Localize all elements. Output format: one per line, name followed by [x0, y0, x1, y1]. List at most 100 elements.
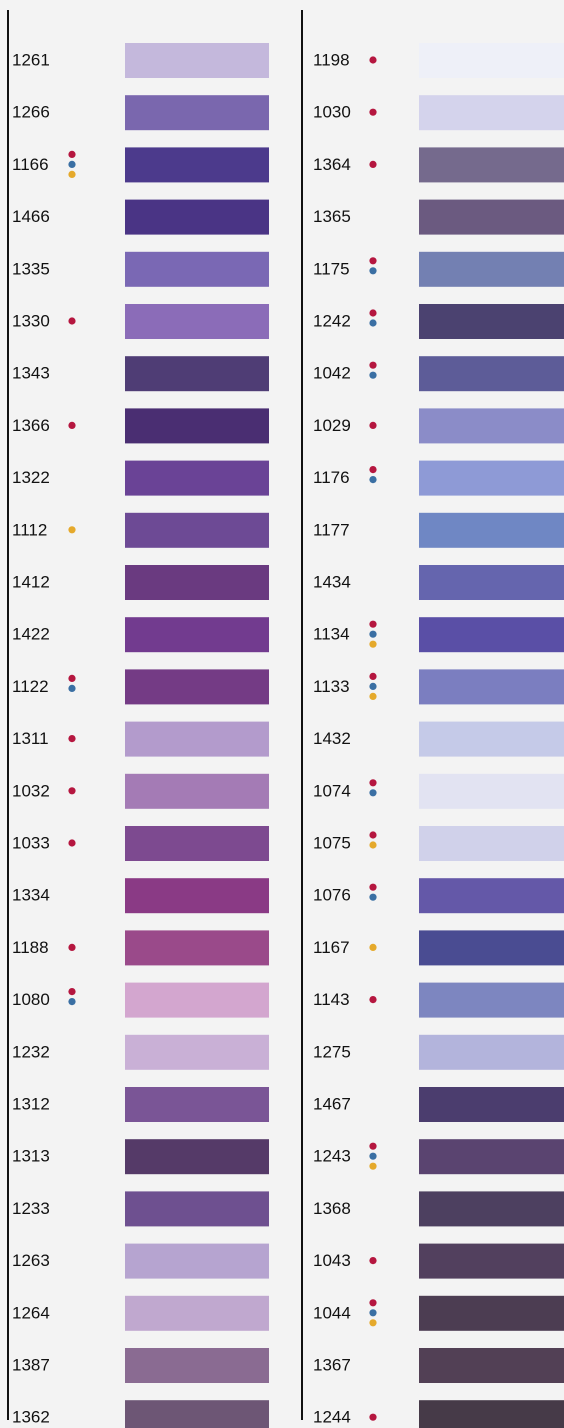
color-code: 1044	[313, 1303, 351, 1322]
availability-dot	[369, 1319, 376, 1326]
color-code: 1368	[313, 1199, 351, 1218]
thread-swatch	[125, 1035, 269, 1070]
color-code: 1264	[12, 1303, 50, 1322]
availability-dot	[68, 317, 75, 324]
availability-dot	[369, 631, 376, 638]
color-code: 1343	[12, 364, 50, 383]
color-code: 1244	[313, 1408, 351, 1427]
color-code: 1322	[12, 468, 50, 487]
color-code: 1030	[313, 103, 351, 122]
color-code: 1422	[12, 625, 50, 644]
availability-dot	[369, 1299, 376, 1306]
color-code: 1232	[12, 1042, 50, 1061]
thread-swatch	[419, 774, 564, 809]
thread-swatch	[419, 252, 564, 287]
availability-dot	[369, 476, 376, 483]
color-code: 1466	[12, 207, 50, 226]
color-code: 1266	[12, 103, 50, 122]
availability-dot	[68, 422, 75, 429]
color-code: 1033	[12, 833, 50, 852]
color-code: 1432	[313, 729, 351, 748]
thread-swatch	[125, 356, 269, 391]
thread-swatch	[125, 930, 269, 965]
thread-swatch	[125, 408, 269, 443]
color-code: 1080	[12, 990, 50, 1009]
color-code: 1334	[12, 886, 50, 905]
color-chart: 1261126611661466133513301343136613221112…	[0, 0, 564, 1428]
thread-swatch	[125, 617, 269, 652]
color-code: 1261	[12, 50, 50, 69]
thread-swatch	[125, 983, 269, 1018]
color-code: 1198	[313, 50, 350, 69]
availability-dot	[369, 1143, 376, 1150]
color-code: 1312	[12, 1094, 50, 1113]
thread-swatch	[125, 774, 269, 809]
thread-swatch	[419, 565, 564, 600]
availability-dot	[369, 267, 376, 274]
color-code: 1166	[12, 155, 49, 174]
thread-swatch	[419, 669, 564, 704]
color-code: 1122	[12, 677, 49, 696]
color-code: 1275	[313, 1042, 351, 1061]
availability-dot	[68, 171, 75, 178]
thread-swatch	[125, 1139, 269, 1174]
color-code: 1188	[12, 938, 49, 957]
availability-dot	[369, 884, 376, 891]
availability-dot	[369, 641, 376, 648]
thread-swatch	[419, 200, 564, 235]
thread-swatch	[419, 408, 564, 443]
color-code: 1233	[12, 1199, 50, 1218]
thread-swatch	[419, 1296, 564, 1331]
color-code: 1243	[313, 1147, 351, 1166]
thread-swatch	[419, 878, 564, 913]
color-code: 1311	[12, 729, 49, 748]
color-code: 1467	[313, 1094, 351, 1113]
thread-swatch	[419, 147, 564, 182]
color-code: 1042	[313, 364, 351, 383]
thread-swatch	[419, 983, 564, 1018]
thread-swatch	[419, 930, 564, 965]
thread-swatch	[419, 1400, 564, 1428]
availability-dot	[369, 161, 376, 168]
availability-dot	[68, 839, 75, 846]
thread-swatch	[419, 826, 564, 861]
color-code: 1175	[313, 259, 350, 278]
thread-swatch	[125, 461, 269, 496]
availability-dot	[369, 1163, 376, 1170]
color-code: 1134	[313, 625, 350, 644]
color-code: 1074	[313, 781, 351, 800]
color-code: 1330	[12, 311, 50, 330]
color-code: 1176	[313, 468, 350, 487]
color-code: 1362	[12, 1408, 50, 1427]
color-code: 1263	[12, 1251, 50, 1270]
availability-dot	[369, 1414, 376, 1421]
color-code: 1365	[313, 207, 351, 226]
thread-swatch	[419, 1035, 564, 1070]
availability-dot	[369, 466, 376, 473]
availability-dot	[68, 526, 75, 533]
availability-dot	[68, 151, 75, 158]
availability-dot	[68, 735, 75, 742]
thread-swatch	[125, 1244, 269, 1279]
color-code: 1177	[313, 520, 350, 539]
color-code: 1335	[12, 259, 50, 278]
thread-swatch	[419, 95, 564, 130]
availability-dot	[369, 372, 376, 379]
thread-swatch	[125, 147, 269, 182]
thread-swatch	[125, 1348, 269, 1383]
thread-swatch	[125, 1191, 269, 1226]
color-code: 1412	[12, 572, 50, 591]
color-code: 1313	[12, 1147, 50, 1166]
availability-dot	[68, 944, 75, 951]
availability-dot	[68, 988, 75, 995]
thread-swatch	[419, 356, 564, 391]
availability-dot	[68, 161, 75, 168]
availability-dot	[369, 1257, 376, 1264]
availability-dot	[68, 675, 75, 682]
thread-swatch	[419, 461, 564, 496]
availability-dot	[369, 693, 376, 700]
color-code: 1366	[12, 416, 50, 435]
thread-swatch	[419, 1087, 564, 1122]
availability-dot	[369, 944, 376, 951]
color-code: 1075	[313, 833, 351, 852]
